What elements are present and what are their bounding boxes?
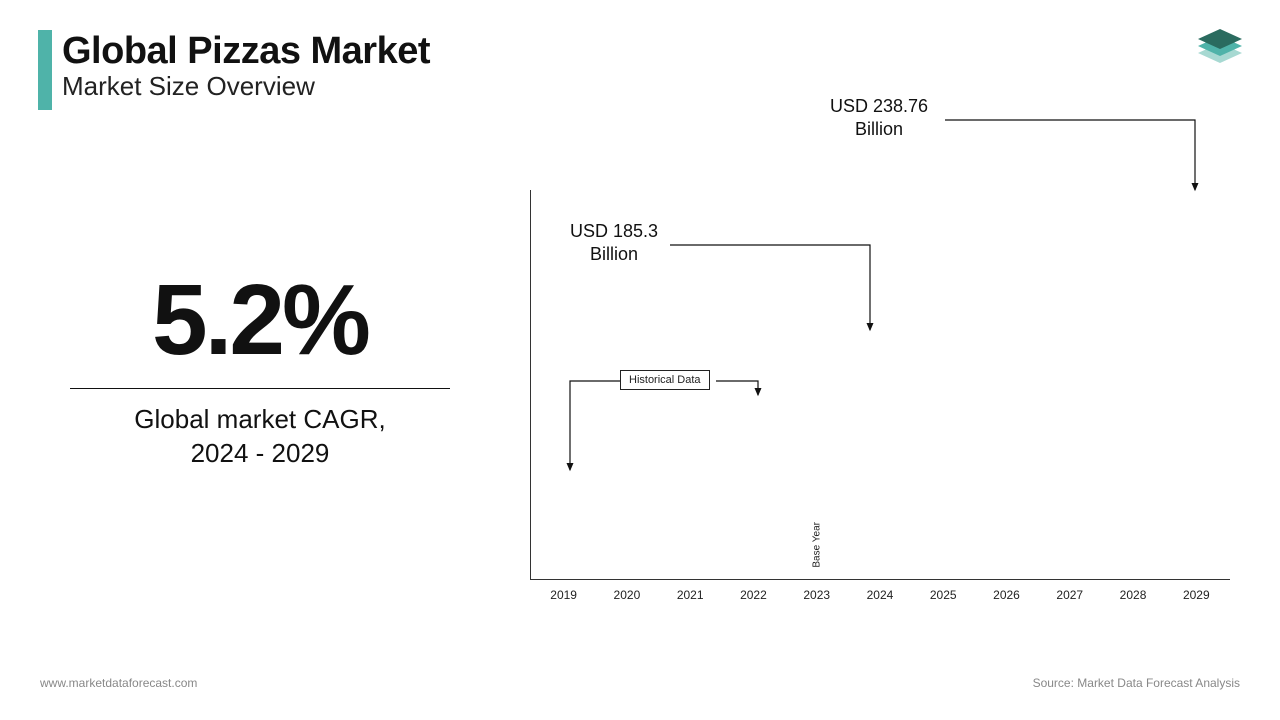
x-tick-label: 2021 <box>665 588 716 602</box>
x-tick-label: 2019 <box>538 588 589 602</box>
cagr-block: 5.2% Global market CAGR, 2024 - 2029 <box>60 270 460 471</box>
x-tick-label: 2023 <box>791 588 842 602</box>
forecast-year-label: Forecast Year <box>1191 506 1202 568</box>
footer-source: Source: Market Data Forecast Analysis <box>1033 676 1240 690</box>
header: Global Pizzas Market Market Size Overvie… <box>62 30 430 102</box>
cagr-value: 5.2% <box>60 270 460 370</box>
x-tick-label: 2024 <box>854 588 905 602</box>
x-tick-label: 2025 <box>918 588 969 602</box>
base-year-label: Base Year <box>811 522 822 568</box>
x-tick-label: 2020 <box>601 588 652 602</box>
bar-chart: Base YearForecast Year 20192020202120222… <box>530 190 1230 600</box>
x-tick-label: 2026 <box>981 588 1032 602</box>
x-labels: 2019 2020 2021 2022 2023 2024 2025 2026 2027 2028… <box>538 588 1222 602</box>
divider <box>70 388 450 389</box>
cagr-label: Global market CAGR, 2024 - 2029 <box>60 403 460 471</box>
brand-logo-icon <box>1190 25 1250 75</box>
x-tick-label: 2027 <box>1044 588 1095 602</box>
x-tick-label: 2022 <box>728 588 779 602</box>
callout-2029: USD 238.76Billion <box>830 95 928 140</box>
footer-website: www.marketdataforecast.com <box>40 676 197 690</box>
bars-container: Base Year Forecast Year <box>538 190 1222 580</box>
x-tick-label: 2029 <box>1171 588 1222 602</box>
x-tick-label: 2028 <box>1107 588 1158 602</box>
y-axis <box>530 190 531 580</box>
page-title: Global Pizzas Market <box>62 30 430 73</box>
accent-bar <box>38 30 52 110</box>
page-subtitle: Market Size Overview <box>62 71 430 102</box>
